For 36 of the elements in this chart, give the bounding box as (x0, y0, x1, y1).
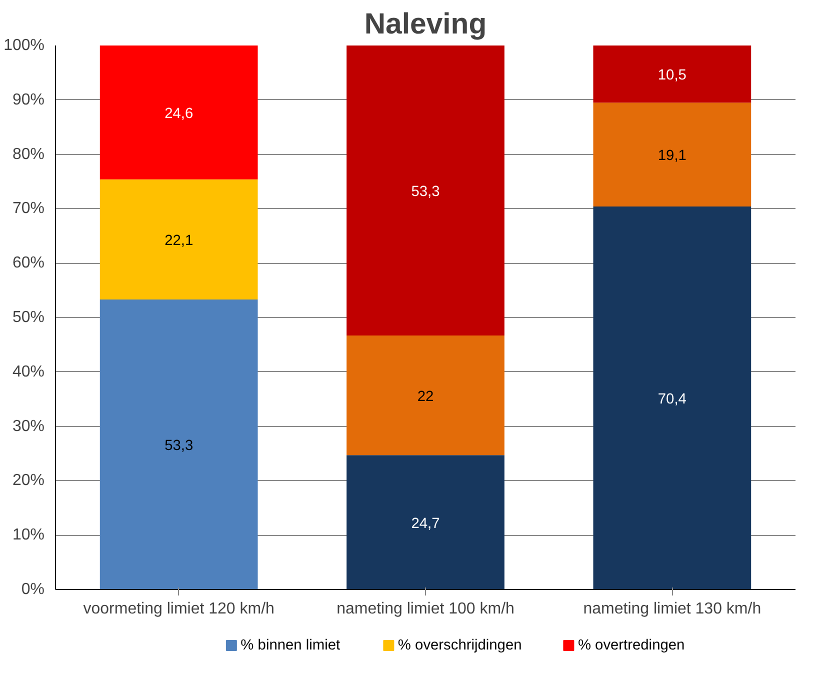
data-label: 53,3 (411, 184, 440, 200)
y-tick-label: 100% (4, 37, 44, 54)
bar (100, 179, 258, 300)
data-label: 70,4 (658, 392, 686, 408)
bar (593, 46, 752, 103)
bar (593, 102, 752, 207)
y-tick-label: 70% (12, 200, 45, 218)
data-label: 53,3 (164, 438, 194, 454)
legend-label: % overtredingen (578, 638, 685, 654)
bar (100, 300, 258, 590)
y-tick-label: 60% (12, 254, 45, 272)
bar (346, 46, 504, 336)
x-tick-label: voormeting limiet 120 km/h (83, 600, 274, 618)
bar (346, 455, 504, 590)
x-tick-label: nameting limiet 130 km/h (583, 600, 762, 618)
y-tick-label: 0% (21, 581, 44, 598)
x-tick-label: nameting limiet 100 km/h (336, 600, 514, 618)
bar (100, 46, 258, 180)
data-label: 24,7 (411, 516, 440, 532)
data-label: 22 (417, 388, 434, 405)
y-tick-label: 50% (12, 309, 45, 326)
data-label: 24,6 (164, 106, 194, 122)
chart-title: Naleving (364, 8, 487, 40)
bar (593, 206, 752, 590)
y-tick-label: 80% (12, 146, 45, 163)
y-tick-label: 90% (12, 91, 45, 108)
legend-label: % overschrijdingen (398, 638, 522, 654)
data-label: 22,1 (164, 232, 194, 249)
bar (346, 335, 504, 456)
y-tick-label: 30% (12, 418, 45, 435)
legend-label: % binnen limiet (240, 638, 340, 654)
data-label: 10,5 (658, 68, 686, 84)
y-tick-label: 20% (12, 472, 45, 490)
data-label: 19,1 (658, 148, 686, 164)
y-tick-label: 40% (12, 363, 45, 380)
y-tick-label: 10% (12, 526, 45, 544)
